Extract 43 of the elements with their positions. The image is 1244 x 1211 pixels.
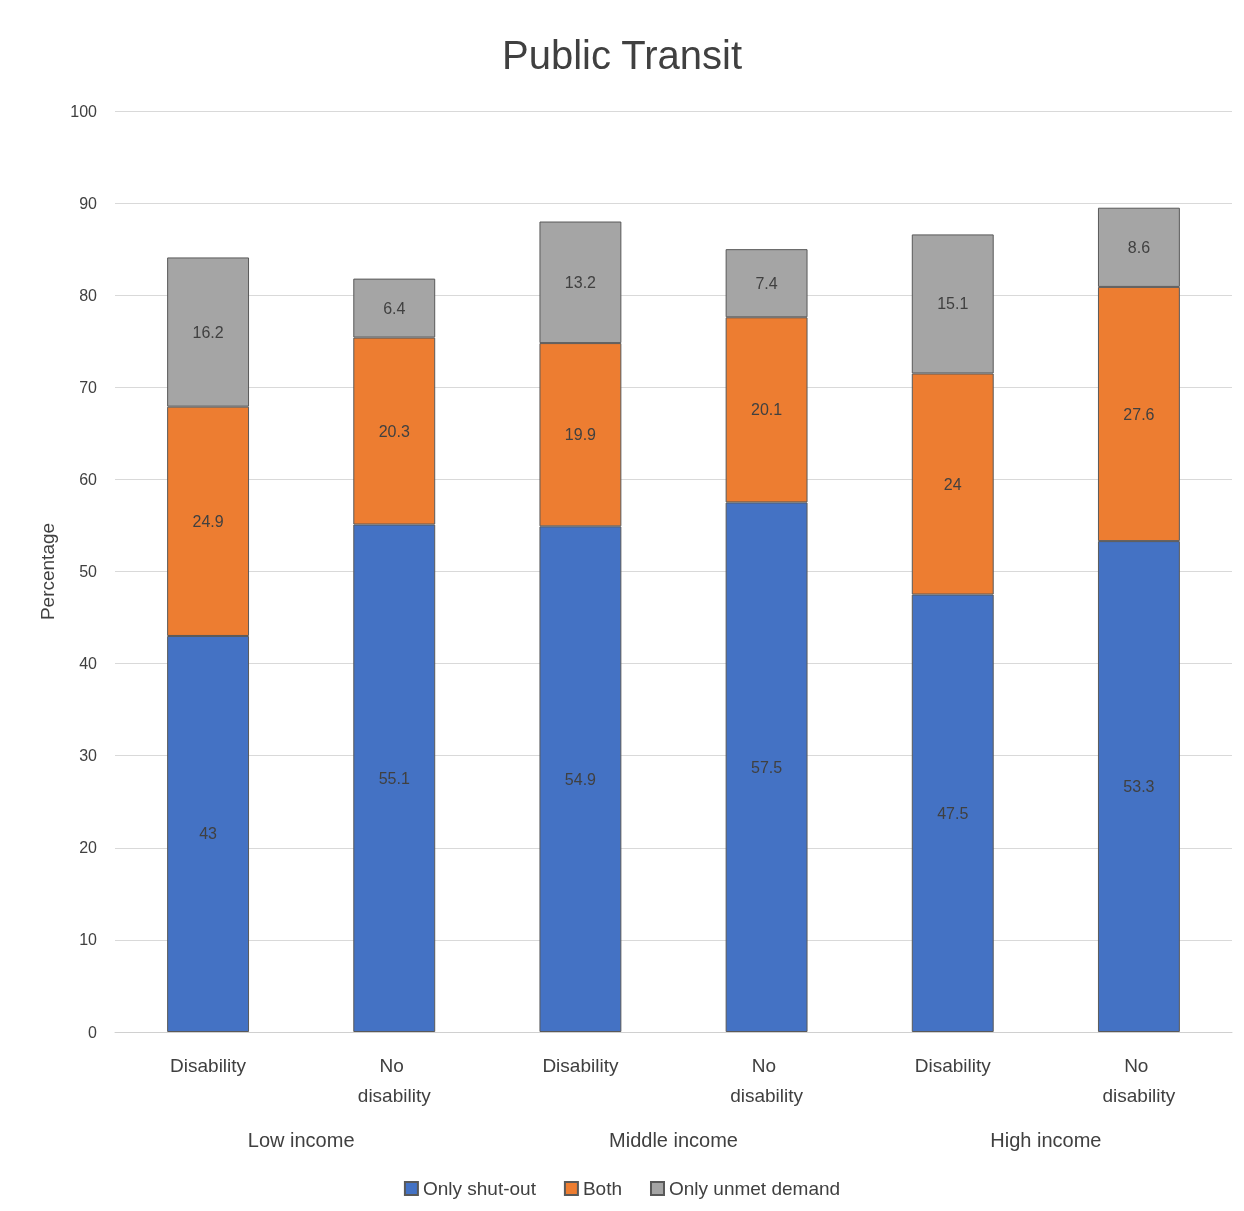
text: Middle income [609,1129,738,1151]
legend-label: Both [582,1178,622,1199]
x-tick-label: Disability [542,1054,619,1076]
data-label: 6.4 [383,299,406,317]
data-label: 7.4 [755,274,778,292]
data-label: 47.5 [937,804,969,822]
data-label: 16.2 [192,323,224,341]
x-tick-label: No disability [730,1054,804,1106]
x-tick-label: Disability [170,1054,247,1076]
y-tick-label: 50 [79,563,98,580]
data-label: 13.2 [564,273,597,291]
data-label: 8.6 [1127,238,1151,256]
y-tick-label: 70 [79,378,98,396]
data-label: 57.5 [751,758,783,776]
y-tick-label: 40 [79,655,98,673]
legend-label: Only shut-out [422,1178,537,1199]
y-axis-title: Percentage [37,522,58,621]
x-tick-label: Disability [914,1054,992,1076]
data-label: 15.1 [937,295,969,313]
y-tick-label: 10 [79,931,98,949]
data-label: 24 [943,475,962,493]
y-tick-label: 90 [79,194,98,212]
x-tick-label: No disability [1102,1054,1176,1106]
y-tick-label: 80 [79,286,98,304]
data-label: 55.1 [378,769,410,787]
data-label: 19.9 [564,426,597,444]
legend-label: Only unmet demand [669,1178,841,1199]
y-tick-label: 60 [79,470,98,488]
y-tick-label: 0 [88,1023,98,1041]
data-label: 53.3 [1123,778,1155,796]
data-label: 43 [199,825,218,843]
data-label: 20.3 [378,422,410,440]
y-tick-label: 20 [79,839,98,857]
data-label: 54.9 [564,770,597,788]
data-label: 24.9 [192,512,224,530]
x-tick-label: No disability [357,1054,432,1106]
text: High income [990,1129,1102,1151]
y-tick-label: 100 [70,102,98,120]
y-tick-label: 30 [79,747,98,765]
chart-title: Public Transit [501,33,743,77]
data-label: 27.6 [1123,405,1155,423]
data-label: 20.1 [751,401,783,419]
text: Low income [247,1129,355,1151]
